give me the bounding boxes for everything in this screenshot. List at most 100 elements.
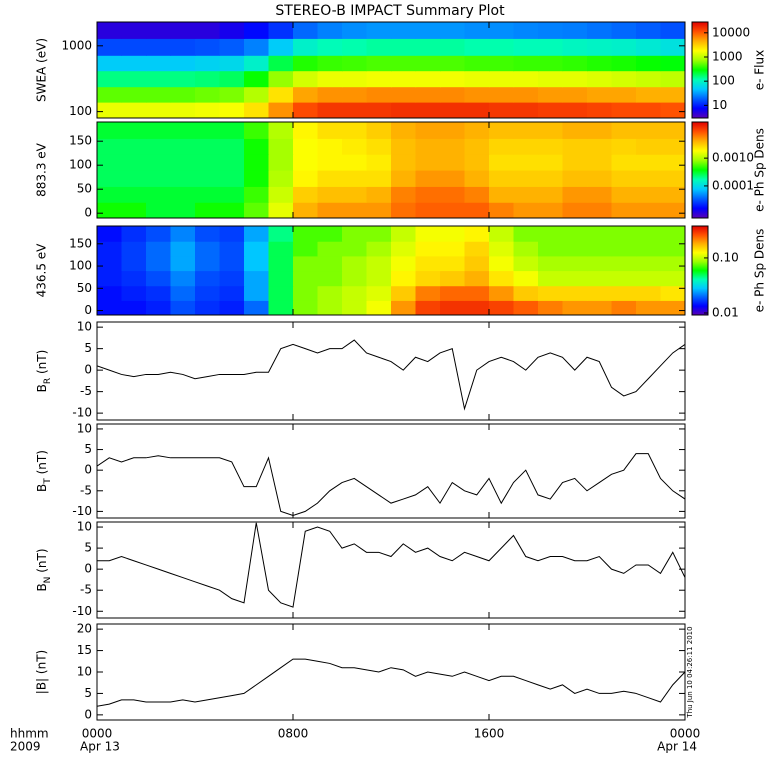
heatmap-cell: [97, 138, 123, 155]
x-tick-label: 1600: [474, 727, 505, 741]
heatmap-cell: [464, 170, 490, 187]
y-tick-label: 10: [77, 320, 92, 334]
heatmap-cell: [440, 38, 466, 56]
y-tick-label: -10: [72, 406, 92, 420]
heatmap-cell: [391, 70, 417, 88]
heatmap-cell: [219, 255, 245, 272]
heatmap-cell: [489, 255, 515, 272]
heatmap-cell: [219, 241, 245, 257]
heatmap-cell: [391, 241, 417, 257]
heatmap-cell: [195, 300, 221, 315]
heatmap-cell: [440, 255, 466, 272]
heatmap-cell: [611, 86, 637, 103]
heatmap-cell: [268, 270, 294, 287]
heatmap-cell: [611, 22, 637, 39]
heatmap-cell: [317, 86, 343, 103]
panel-frame: [96, 521, 686, 619]
heatmap-cell: [660, 285, 685, 301]
heatmap-cell: [538, 154, 564, 171]
heatmap-cell: [611, 300, 637, 315]
heatmap-cell: [587, 122, 613, 139]
colorbar-tick-label: 10: [712, 98, 727, 112]
colorbar-label: e- Ph Sp Dens: [753, 229, 767, 313]
heatmap-cell: [146, 170, 172, 187]
heatmap-cell: [317, 285, 343, 301]
panel-plot-area: [97, 658, 685, 707]
heatmap-cell: [489, 170, 515, 187]
heatmap-cell: [660, 255, 685, 272]
heatmap-cell: [440, 138, 466, 155]
heatmap-cell: [415, 170, 441, 187]
heatmap-cell: [293, 241, 319, 257]
heatmap-cell: [513, 138, 539, 155]
heatmap-cell: [464, 154, 490, 171]
heatmap-cell: [513, 241, 539, 257]
heatmap-cell: [538, 86, 564, 103]
heatmap-cell: [513, 270, 539, 287]
heatmap-cell: [121, 170, 147, 187]
heatmap-cell: [268, 285, 294, 301]
heatmap-cell: [244, 122, 270, 139]
heatmap-cell: [170, 122, 196, 139]
heatmap-cell: [415, 22, 441, 39]
heatmap-cell: [513, 102, 539, 118]
heatmap-cell: [317, 170, 343, 187]
heatmap-cell: [415, 122, 441, 139]
heatmap-cell: [391, 226, 417, 242]
heatmap-cell: [244, 138, 270, 155]
heatmap-cell: [342, 241, 368, 257]
heatmap-cell: [146, 138, 172, 155]
heatmap-cell: [121, 226, 147, 242]
heatmap-cell: [146, 38, 172, 56]
heatmap-cell: [538, 241, 564, 257]
heatmap-cell: [342, 70, 368, 88]
heatmap-cell: [219, 122, 245, 139]
heatmap-cell: [611, 122, 637, 139]
heatmap-cell: [391, 55, 417, 72]
heatmap-cell: [317, 241, 343, 257]
heatmap-cell: [146, 70, 172, 88]
heatmap-cell: [195, 255, 221, 272]
heatmap-cell: [538, 300, 564, 315]
heatmap-cell: [587, 138, 613, 155]
colorbar: [691, 121, 709, 219]
heatmap-cell: [146, 86, 172, 103]
heatmap-cell: [146, 122, 172, 139]
heatmap-cell: [489, 270, 515, 287]
heatmap-cell: [366, 226, 392, 242]
heatmap-cell: [170, 70, 196, 88]
heatmap-cell: [611, 154, 637, 171]
heatmap-cell: [391, 270, 417, 287]
heatmap-cell: [611, 70, 637, 88]
heatmap-cell: [587, 154, 613, 171]
colorbar: [691, 21, 709, 119]
heatmap-cell: [611, 186, 637, 203]
heatmap-cell: [440, 270, 466, 287]
heatmap-cell: [415, 38, 441, 56]
heatmap-cell: [268, 226, 294, 242]
heatmap-cell: [660, 226, 685, 242]
heatmap-cell: [415, 55, 441, 72]
heatmap-cell: [391, 154, 417, 171]
heatmap-cell: [611, 102, 637, 118]
heatmap-cell: [121, 38, 147, 56]
panel-frame: [96, 121, 686, 219]
y-tick-label: 5: [84, 341, 92, 355]
heatmap-cell: [464, 122, 490, 139]
heatmap-cell: [268, 102, 294, 118]
heatmap-cell: [293, 55, 319, 72]
heatmap-cell: [268, 241, 294, 257]
heatmap-cell: [268, 202, 294, 218]
heatmap-cell: [513, 154, 539, 171]
heatmap-cell: [366, 122, 392, 139]
heatmap-cell: [244, 300, 270, 315]
heatmap-cell: [538, 122, 564, 139]
heatmap-cell: [268, 38, 294, 56]
heatmap-cell: [440, 70, 466, 88]
heatmap-cell: [489, 38, 515, 56]
y-axis-label-unit: (nT): [35, 548, 49, 576]
heatmap-cell: [219, 154, 245, 171]
heatmap-cell: [121, 154, 147, 171]
heatmap-cell: [464, 102, 490, 118]
x-tick-label: 0000: [82, 727, 113, 741]
